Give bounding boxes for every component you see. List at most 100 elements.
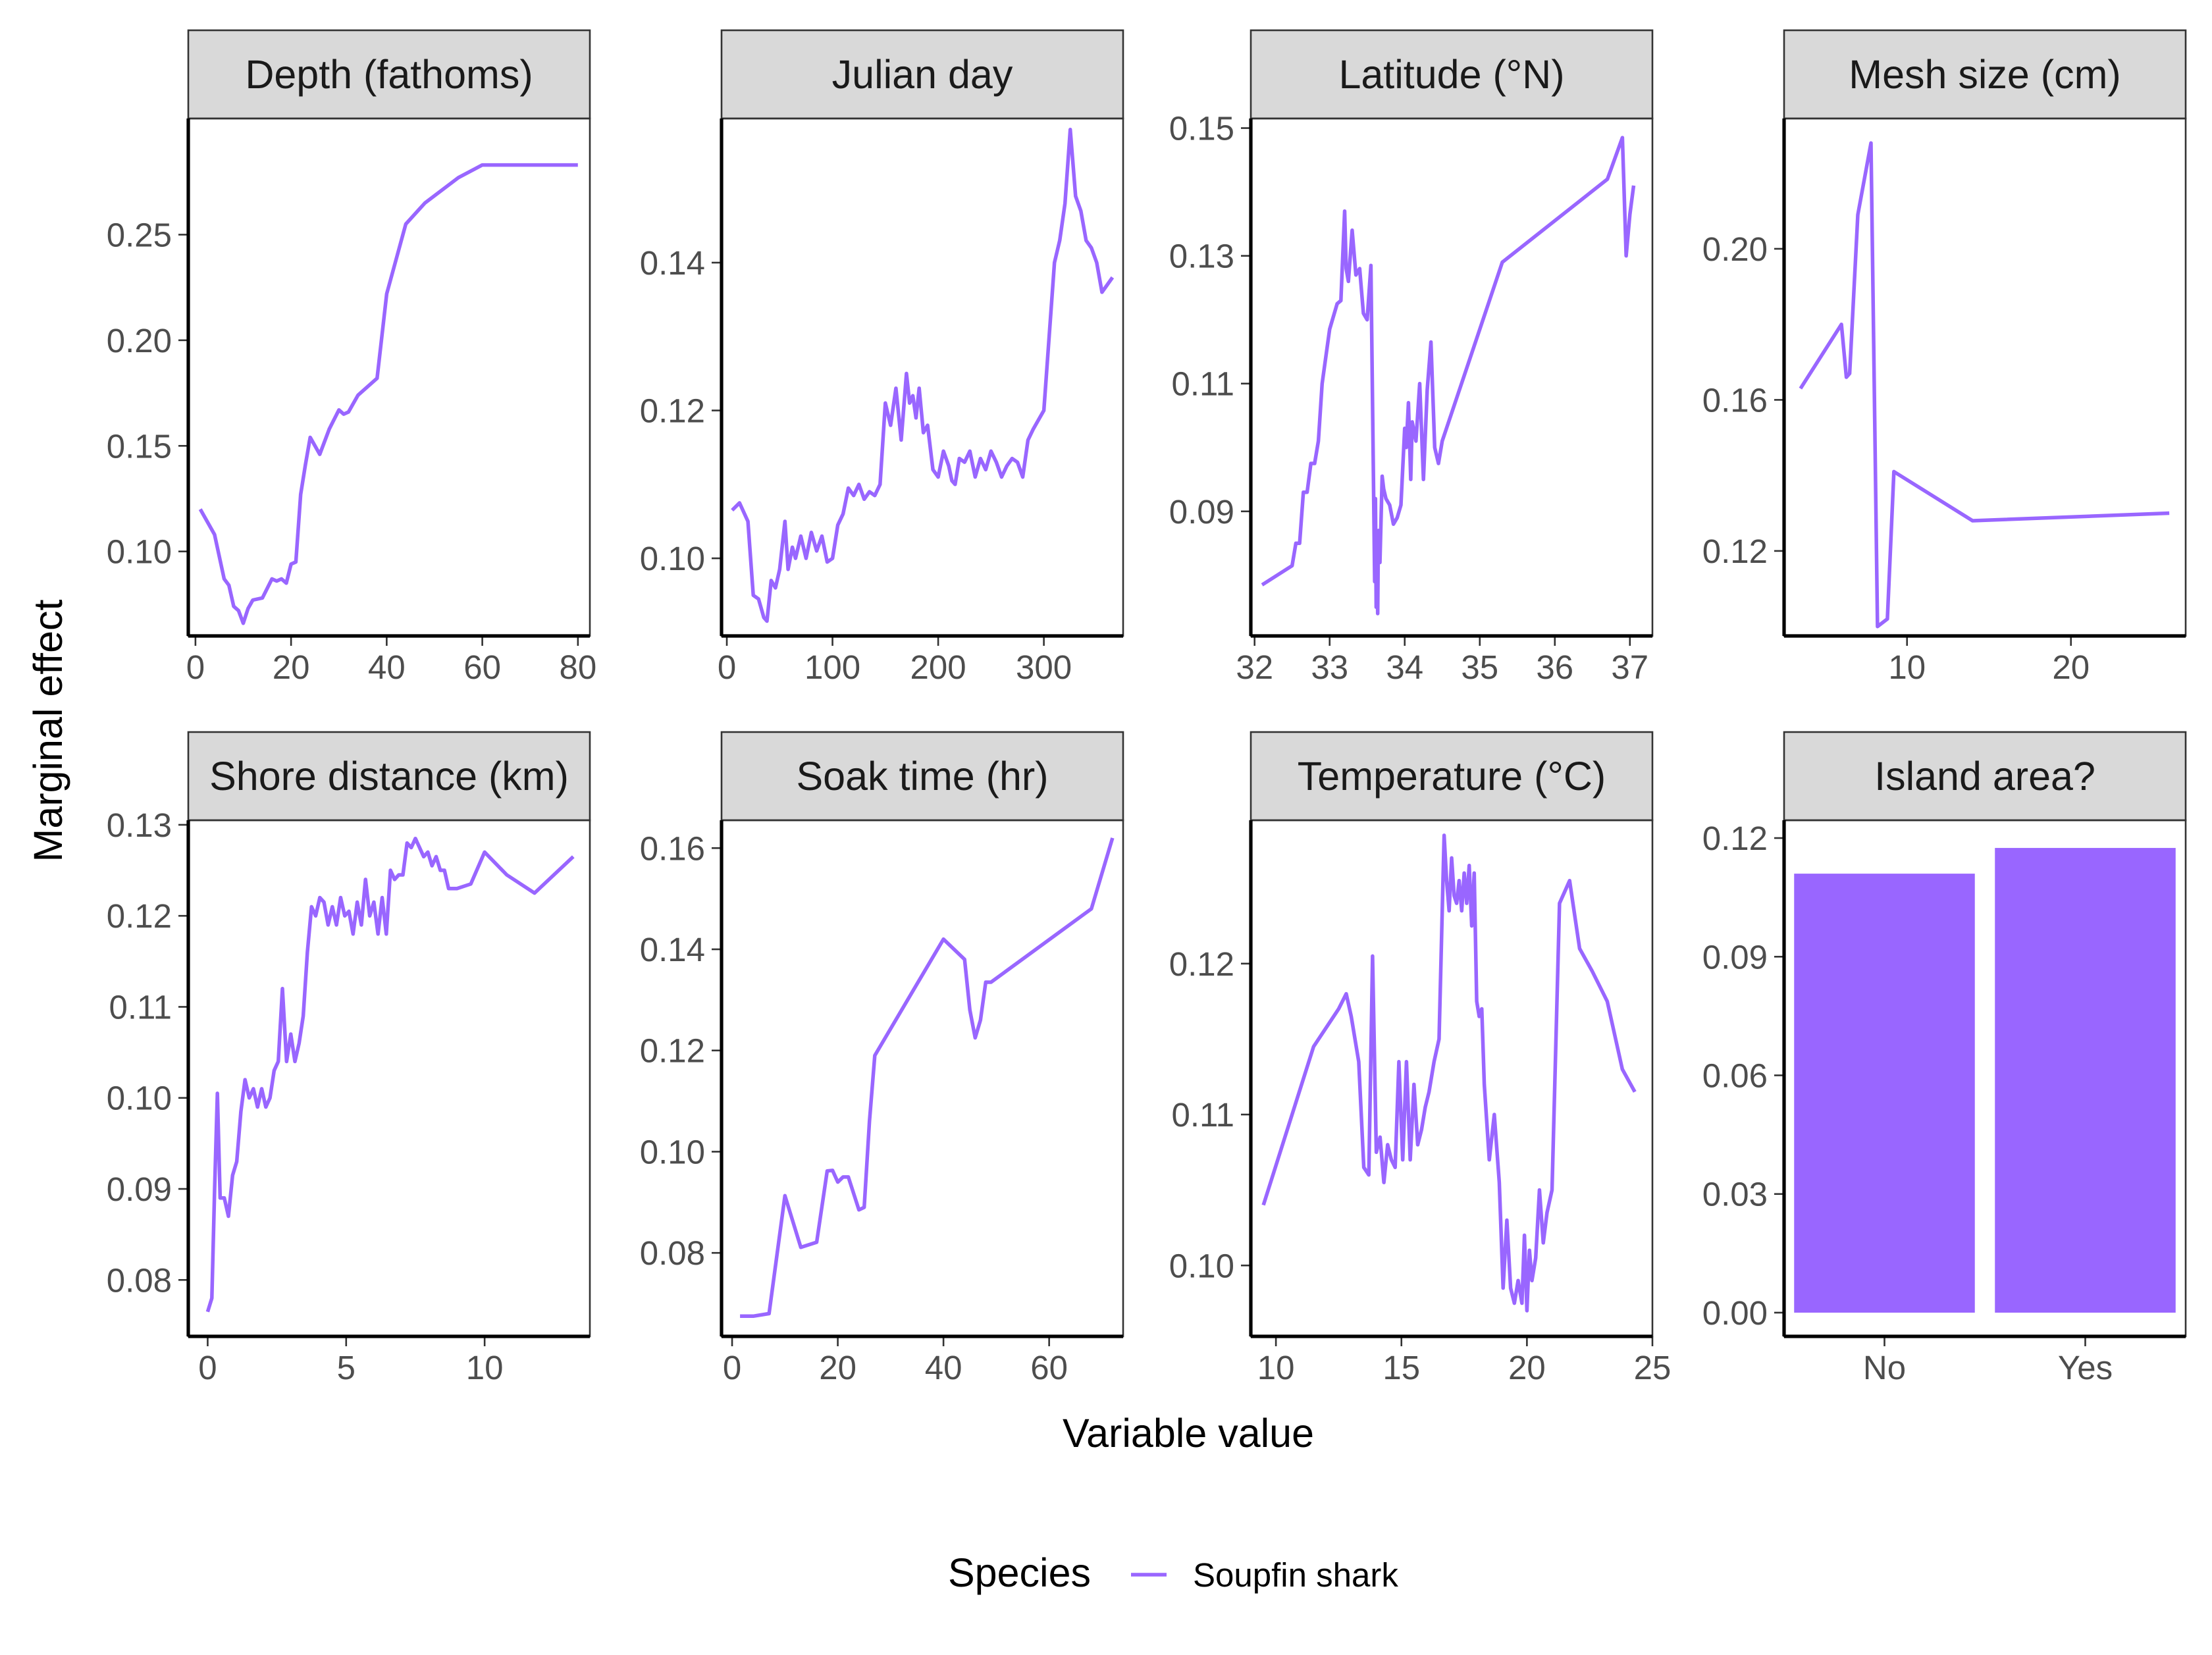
facet-title: Soak time (hr): [796, 754, 1048, 799]
x-tick-label: 60: [463, 648, 501, 686]
x-tick-label: 80: [559, 648, 596, 686]
x-tick-label: 0: [186, 648, 205, 686]
facet-title: Latitude (°N): [1338, 52, 1564, 97]
x-tick-label: 40: [925, 1349, 962, 1386]
x-tick-label: 20: [819, 1349, 856, 1386]
x-tick-label: 20: [1508, 1349, 1546, 1386]
facet-panel: Temperature (°C) 10 15 20 25 0.10 0.11 0.12: [1169, 731, 1672, 1386]
facet-strip: [187, 731, 591, 822]
y-tick-label: 0.09: [1702, 938, 1768, 976]
facet-title: Shore distance (km): [209, 754, 569, 799]
x-tick-label: 100: [804, 648, 860, 686]
facet-strip: [1783, 29, 2187, 120]
x-tick-label: 37: [1611, 648, 1648, 686]
series-line: [740, 837, 1115, 1319]
series-line: [731, 128, 1115, 623]
legend-label: Soupfin shark: [1193, 1556, 1398, 1594]
y-tick-label: 0.20: [1702, 230, 1768, 268]
x-tick-label: 60: [1030, 1349, 1068, 1386]
series-line: [1799, 141, 2170, 629]
facet-title: Temperature (°C): [1298, 754, 1606, 799]
y-tick-label: 0.10: [1169, 1247, 1234, 1284]
y-tick-label: 0.11: [1172, 365, 1234, 403]
y-tick-label: 0.13: [1169, 238, 1234, 275]
x-tick-label: 0: [723, 1349, 741, 1386]
y-tick-label: 0.11: [109, 988, 172, 1026]
facet-strip: [720, 29, 1124, 120]
facet-strip: [720, 731, 1124, 822]
y-tick-label: 0.12: [1169, 945, 1234, 983]
legend: Species Soupfin shark: [948, 1550, 1398, 1595]
facet-strip: [187, 29, 591, 120]
y-tick-label: 0.06: [1702, 1057, 1768, 1094]
x-tick-label: 0: [718, 648, 736, 686]
y-tick-label: 0.14: [640, 244, 705, 282]
x-tick-label: 15: [1382, 1349, 1420, 1386]
x-tick-label: 200: [910, 648, 966, 686]
x-tick-label: 10: [1257, 1349, 1295, 1386]
x-tick-label: 0: [198, 1349, 217, 1386]
bar: [1995, 848, 2176, 1313]
y-tick-label: 0.14: [640, 931, 705, 968]
y-tick-label: 0.16: [1702, 381, 1768, 419]
x-tick-label: Yes: [2058, 1349, 2113, 1386]
x-tick-label: 5: [337, 1349, 356, 1386]
facet-panel: Shore distance (km) 0 5 10 0.08 0.09 0.10 0.11 0…: [107, 731, 591, 1386]
y-tick-label: 0.12: [640, 1032, 705, 1070]
facet-strip: [1250, 29, 1654, 120]
facet-title: Island area?: [1874, 754, 2095, 799]
y-tick-label: 0.00: [1702, 1294, 1768, 1332]
y-tick-label: 0.10: [107, 1080, 172, 1117]
x-tick-label: 20: [2052, 648, 2090, 686]
x-tick-label: 20: [273, 648, 310, 686]
y-tick-label: 0.12: [107, 897, 172, 935]
facet-title: Depth (fathoms): [245, 52, 533, 97]
y-tick-label: 0.09: [1169, 493, 1234, 531]
x-tick-label: 25: [1634, 1349, 1672, 1386]
x-tick-label: 40: [368, 648, 406, 686]
x-tick-label: 10: [466, 1349, 504, 1386]
legend-title: Species: [948, 1550, 1091, 1595]
x-tick-label: 33: [1311, 648, 1348, 686]
y-tick-label: 0.15: [1169, 110, 1234, 147]
facet-panel: Julian day 0 100 200 300 0.10 0.12 0.14: [640, 29, 1124, 686]
facet-strip: [1250, 731, 1654, 822]
x-tick-label: 34: [1386, 648, 1423, 686]
y-tick-label: 0.09: [107, 1170, 172, 1208]
y-tick-label: 0.12: [640, 392, 705, 430]
y-tick-label: 0.03: [1702, 1176, 1768, 1213]
facet-title: Mesh size (cm): [1849, 52, 2120, 97]
x-tick-label: 36: [1536, 648, 1573, 686]
series-line: [1261, 833, 1637, 1313]
facet-panels: Depth (fathoms) 0 20 40 60 80 0.10 0.15 0.20 0.25…: [107, 29, 2187, 1386]
x-tick-label: 300: [1016, 648, 1072, 686]
facet-strip: [1783, 731, 2187, 822]
y-tick-label: 0.10: [107, 533, 172, 571]
facet-panel: Mesh size (cm) 10 20 0.12 0.16 0.20: [1702, 29, 2187, 686]
y-tick-label: 0.13: [107, 806, 172, 844]
y-tick-label: 0.10: [640, 540, 705, 577]
series-line: [205, 836, 575, 1313]
y-tick-label: 0.20: [107, 322, 172, 359]
series-line: [1261, 136, 1636, 616]
facet-panel: Island area? No Yes 0.00 0.03 0.06 0.09 0.12: [1702, 731, 2187, 1386]
facet-title: Julian day: [832, 52, 1013, 97]
y-tick-label: 0.16: [640, 829, 705, 867]
x-tick-label: 35: [1461, 648, 1498, 686]
y-axis-title: Marginal effect: [26, 599, 70, 862]
x-axis-title: Variable value: [1063, 1411, 1314, 1456]
y-tick-label: 0.15: [107, 427, 172, 465]
y-tick-label: 0.12: [1702, 820, 1768, 857]
bar: [1794, 874, 1975, 1313]
y-tick-label: 0.10: [640, 1133, 705, 1170]
facet-panel: Depth (fathoms) 0 20 40 60 80 0.10 0.15 0.20 0.25: [107, 29, 596, 686]
x-tick-label: No: [1863, 1349, 1906, 1386]
facet-panel: Latitude (°N) 32 33 34 35 36 37 0.09 0.11 0.13 0.1…: [1169, 29, 1654, 686]
x-tick-label: 10: [1888, 648, 1926, 686]
series-line: [198, 163, 578, 625]
facet-panel: Soak time (hr) 0 20 40 60 0.08 0.10 0.12 0.14 0.1…: [640, 731, 1124, 1386]
y-tick-label: 0.25: [107, 216, 172, 253]
y-tick-label: 0.08: [640, 1234, 705, 1272]
y-tick-label: 0.08: [107, 1261, 172, 1299]
